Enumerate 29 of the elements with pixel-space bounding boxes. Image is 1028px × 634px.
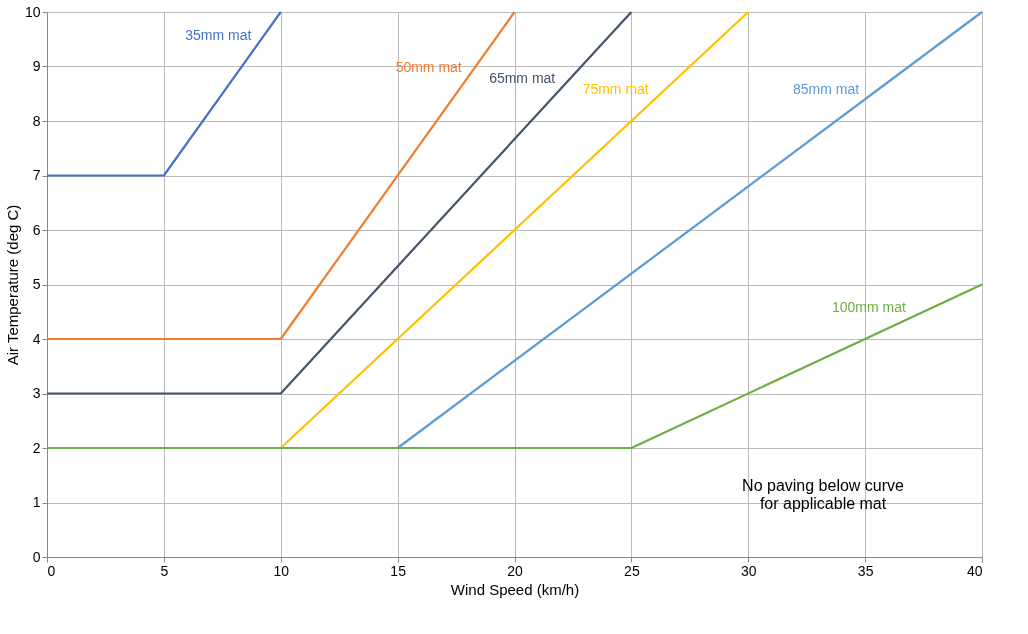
y-tick-label: 5 (32, 276, 41, 292)
y-tick-label: 0 (32, 548, 41, 565)
y-tick-label: 1 (32, 494, 41, 510)
y-tick-label: 2 (32, 439, 41, 456)
series-label: 100mm mat (831, 299, 906, 316)
series-label: 85mm mat (793, 81, 860, 98)
x-tick-label: 25 (624, 562, 640, 579)
series-label: 75mm mat (582, 81, 649, 98)
x-axis-title: Wind Speed (km/h) (450, 580, 580, 598)
annotation: No paving below curve for applicable mat (742, 477, 905, 513)
x-tick-label: 35 (857, 562, 874, 579)
series-label: 65mm mat (489, 70, 556, 87)
y-axis-title: Air Temperature (deg C) (3, 204, 21, 366)
series-label: 50mm mat (395, 59, 462, 76)
x-tick-label: 20 (507, 562, 523, 579)
x-tick-label: 0 (47, 562, 56, 579)
x-tick-label: 5 (160, 562, 169, 579)
x-tick-label: 40 (966, 562, 983, 579)
y-tick-label: 7 (32, 167, 41, 183)
y-tick-label: 3 (32, 385, 41, 401)
y-tick-label: 6 (32, 221, 41, 238)
x-tick-label: 30 (740, 562, 757, 579)
y-tick-label: 10 (24, 3, 41, 20)
y-tick-label: 8 (32, 112, 41, 129)
x-tick-label: 15 (390, 562, 407, 579)
y-tick-label: 4 (32, 330, 41, 347)
x-tick-label: 10 (273, 562, 290, 579)
y-tick-label: 9 (32, 58, 41, 74)
series-label: 35mm mat (185, 26, 252, 43)
